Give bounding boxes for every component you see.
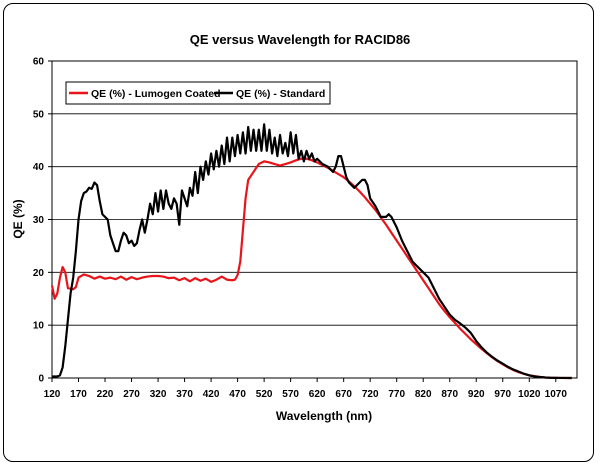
y-tick-label: 40 [33, 162, 45, 173]
x-tick-label: 520 [256, 389, 273, 400]
x-tick-label: 820 [415, 389, 432, 400]
x-tick-label: 570 [282, 389, 299, 400]
x-axis-label: Wavelength (nm) [276, 409, 372, 423]
y-tick-label: 50 [33, 109, 45, 120]
x-tick-label: 870 [441, 389, 458, 400]
x-tick-label: 970 [494, 389, 511, 400]
x-tick-label: 620 [309, 389, 326, 400]
legend-box [65, 81, 331, 105]
y-tick-label: 30 [33, 215, 45, 226]
grid [52, 113, 577, 326]
x-tick-label: 1070 [545, 389, 568, 400]
series-group [50, 123, 572, 380]
x-tick-label: 920 [468, 389, 485, 400]
chart-frame [3, 3, 594, 462]
x-tick-label: 770 [388, 389, 405, 400]
x-axis-ticks: 120 170 220 270 320 370 420 470 520 570 620 670 720 7… [44, 378, 568, 400]
x-tick-label: 320 [150, 389, 167, 400]
chart-title: QE versus Wavelength for RACID86 [190, 32, 411, 47]
x-tick-label: 1020 [518, 389, 541, 400]
x-tick-label: 470 [229, 389, 246, 400]
x-tick-label: 670 [335, 389, 352, 400]
x-tick-label: 720 [362, 389, 379, 400]
y-tick-label: 10 [33, 321, 45, 332]
legend-label-lumogen: QE (%) - Lumogen Coated [91, 88, 221, 100]
series-line-standard [52, 123, 572, 380]
x-tick-label: 120 [44, 389, 61, 400]
legend: QE (%) - Lumogen Coated QE (%) - Standar… [65, 81, 331, 105]
y-tick-label: 60 [33, 57, 45, 68]
y-tick-label: 20 [33, 268, 45, 279]
x-tick-label: 420 [203, 389, 220, 400]
y-axis-label: QE (%) [11, 199, 25, 238]
y-axis-ticks: 0 10 20 30 40 50 60 [33, 57, 52, 385]
y-tick-label: 0 [38, 374, 44, 385]
x-tick-label: 370 [176, 389, 193, 400]
x-tick-label: 170 [70, 389, 87, 400]
legend-label-standard: QE (%) - Standard [236, 88, 325, 100]
x-tick-label: 220 [97, 389, 114, 400]
x-tick-label: 270 [123, 389, 140, 400]
series-line-lumogen [50, 157, 572, 380]
